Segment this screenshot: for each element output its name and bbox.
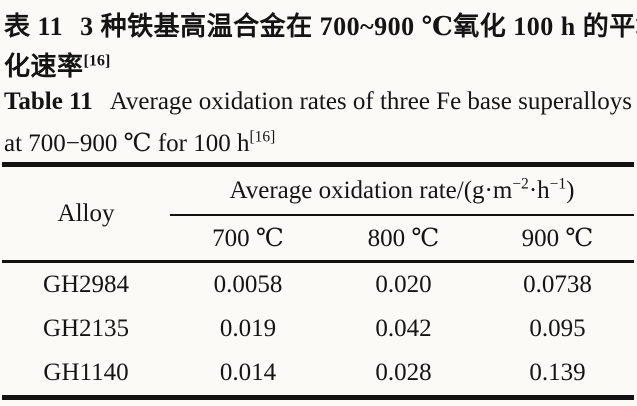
caption-zh-text-cont: 化速率 <box>4 52 84 81</box>
column-header-alloy: Alloy <box>2 164 170 263</box>
caption-zh-text: 3 种铁基高温合金在 700~900 ℃氧化 100 h 的平均氧 <box>80 12 637 41</box>
caption-en-line2: at 700−900 ℃ for 100 h[16] <box>4 128 275 158</box>
unit-suffix: ) <box>566 176 575 204</box>
header-row-temperatures: 700 ℃ 800 ℃ 900 ℃ <box>2 215 635 263</box>
column-header-900c: 900 ℃ <box>481 215 635 263</box>
caption-zh-line1: 表 11 3 种铁基高温合金在 700~900 ℃氧化 100 h 的平均氧 <box>4 6 637 43</box>
cell-rate-800: 0.042 <box>375 315 432 342</box>
unit-prefix: Average oxidation rate/(g·m <box>229 176 513 204</box>
table-row-gh1140: GH1140 0.014 0.028 0.139 <box>2 351 635 400</box>
unit-exponent-m: −2 <box>512 175 529 193</box>
cell-alloy: GH1140 <box>2 351 170 400</box>
table-row-gh2984: GH2984 0.0058 0.020 0.0738 <box>2 262 634 308</box>
caption-en-line1: Table 11 Average oxidation rates of three… <box>4 88 632 116</box>
unit-mid: ·h <box>528 176 550 204</box>
column-header-700c: 700 ℃ <box>170 215 326 263</box>
caption-zh-line2: 化速率[16] <box>4 46 110 83</box>
unit-exponent-h: −1 <box>549 175 567 193</box>
cell-rate-900: 0.095 <box>529 315 586 342</box>
oxidation-rate-table: Alloy Average oxidation rate/(g·m−2·h−1)… <box>2 162 635 400</box>
cell-alloy: GH2984 <box>42 271 130 298</box>
cell-rate-800: 0.020 <box>375 271 432 298</box>
column-header-800c: 800 ℃ <box>326 215 481 263</box>
table-row-gh2135: GH2135 0.019 0.042 0.095 <box>2 307 634 351</box>
cell-rate-900: 0.0738 <box>523 271 592 298</box>
header-row-spanner: Alloy Average oxidation rate/(g·m−2·h−1) <box>2 164 635 263</box>
cell-rate-900: 0.139 <box>481 351 635 400</box>
cell-rate-700: 0.019 <box>219 315 277 342</box>
caption-en-table-number: Table 11 <box>4 88 93 115</box>
cell-alloy: GH2135 <box>42 315 130 342</box>
caption-zh-reference: [16] <box>83 52 111 70</box>
cell-rate-800: 0.028 <box>326 351 481 400</box>
caption-zh-table-number: 表 11 <box>4 12 64 41</box>
column-header-oxidation-rate-unit: Average oxidation rate/(g·m−2·h−1) <box>170 164 635 216</box>
caption-en-text-cont: at 700−900 ℃ for 100 h <box>4 130 250 157</box>
cell-rate-700: 0.0058 <box>213 271 283 298</box>
caption-en-text: Average oxidation rates of three Fe base… <box>109 88 632 115</box>
caption-en-reference: [16] <box>249 128 276 146</box>
cell-rate-700: 0.014 <box>170 351 326 400</box>
